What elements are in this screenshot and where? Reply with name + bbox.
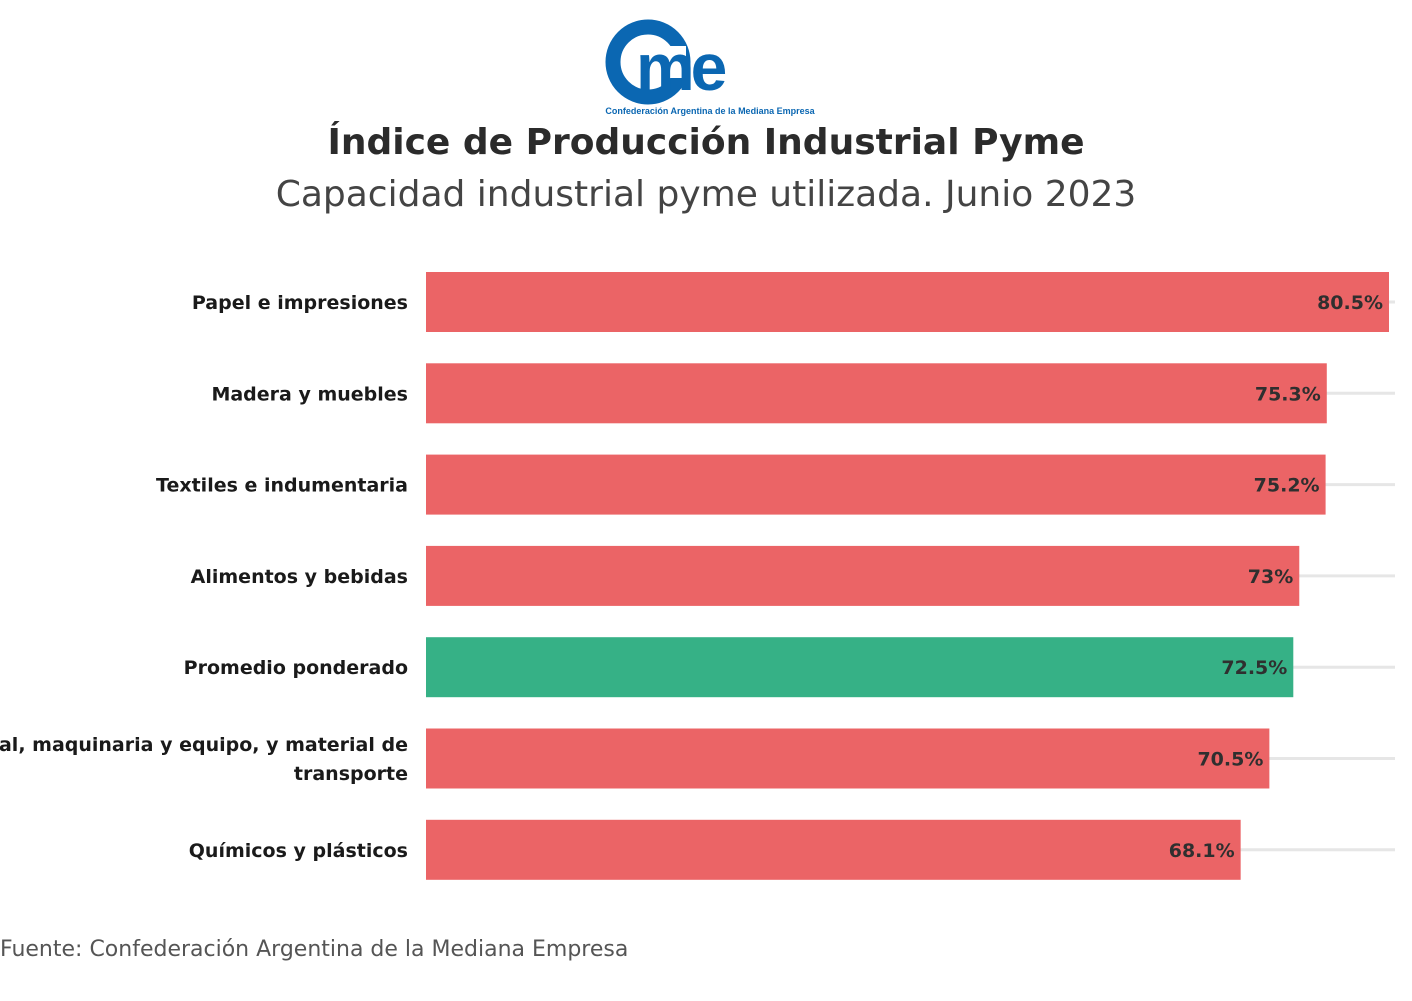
bar	[426, 454, 1326, 515]
bar-value-label: 68.1%	[1169, 840, 1235, 862]
category-label: Metal, maquinaria y equipo, y material d…	[0, 734, 408, 785]
bar	[426, 545, 1300, 606]
bar-value-label: 80.5%	[1317, 292, 1383, 314]
bar-chart: 80.5% Papel e impresiones 75.3% Madera y mu…	[0, 272, 1395, 880]
bar	[426, 728, 1270, 789]
bar-value-label: 73%	[1248, 566, 1293, 588]
logo-tagline: Confederación Argentina de la Mediana Em…	[605, 106, 815, 116]
svg-text:me: me	[636, 30, 726, 104]
chart-subtitle: Capacidad industrial pyme utilizada. Jun…	[275, 174, 1137, 215]
category-label: Madera y muebles	[211, 383, 408, 405]
bar	[426, 637, 1294, 698]
bar	[426, 272, 1389, 332]
chart-title: Índice de Producción Industrial Pyme	[327, 122, 1085, 163]
bar-value-label: 72.5%	[1221, 657, 1287, 679]
category-label: Promedio ponderado	[184, 657, 408, 679]
bar	[426, 819, 1241, 880]
source-note: Fuente: Confederación Argentina de la Me…	[0, 937, 629, 962]
bar	[426, 363, 1327, 424]
category-label: Alimentos y bebidas	[191, 566, 408, 588]
bar-value-label: 75.3%	[1255, 383, 1321, 405]
came-logo: me Confederación Argentina de la Mediana…	[560, 10, 860, 120]
bar-value-label: 70.5%	[1197, 749, 1263, 771]
category-label: Químicos y plásticos	[189, 840, 408, 862]
bar-value-label: 75.2%	[1254, 475, 1320, 497]
category-label: Textiles e indumentaria	[156, 475, 408, 497]
category-label: Papel e impresiones	[192, 292, 408, 314]
